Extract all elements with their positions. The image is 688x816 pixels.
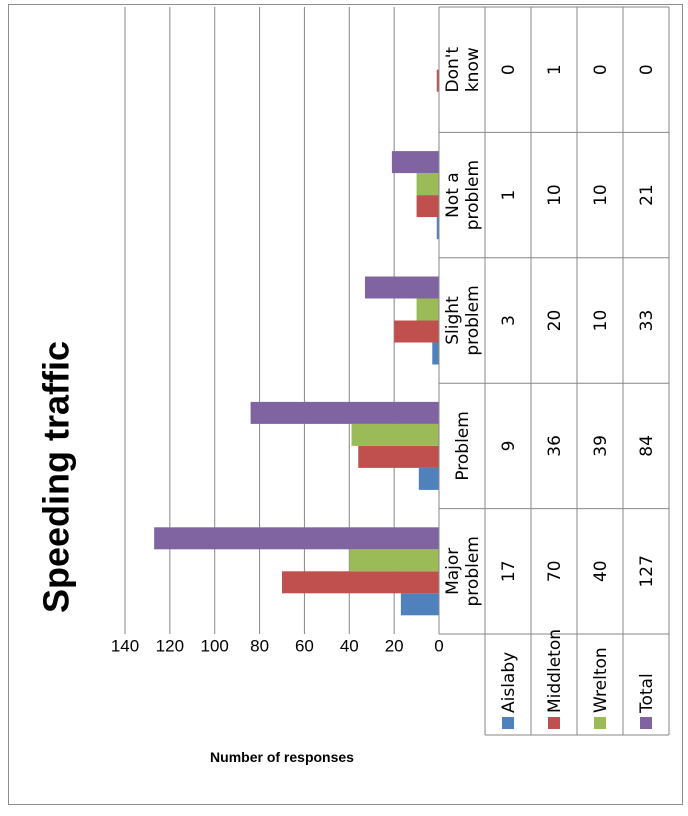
x-tick-label: Majorproblem [443,536,483,606]
bar-aislaby [432,342,439,365]
data-table-value: 1 [545,64,565,75]
x-tick-label-line: problem [463,536,483,606]
y-tick-label: 80 [250,636,269,655]
y-tick-label: 60 [295,636,314,655]
data-table-value: 21 [637,184,657,206]
legend-label: Middleton [545,629,565,713]
data-table-value: 70 [545,560,565,582]
x-tick-label: Problem [453,411,473,481]
bar-wrelton [349,549,439,572]
bar-middleton [416,195,440,218]
x-tick-label-line: Major [443,548,463,595]
x-tick-label: Slightproblem [443,285,483,355]
y-tick-label: 20 [385,636,404,655]
data-table-value: 10 [591,184,611,206]
data-table-value: 10 [545,184,565,206]
bar-total [250,401,439,424]
data-table-value: 0 [637,64,657,75]
legend-swatch-total [640,717,652,729]
bar-middleton [358,445,439,468]
bar-aislaby [436,217,439,240]
bar-wrelton [416,298,440,321]
x-tick-label-line: problem [463,160,483,230]
chart-title: Speeding traffic [36,341,77,613]
bar-aislaby [418,467,440,490]
data-table-value: 20 [545,310,565,332]
x-tick-label-line: Problem [453,411,473,481]
bar-total [154,527,440,550]
data-table-value: 1 [499,190,519,201]
x-tick-label: Not aproblem [443,160,483,230]
chart-frame: Speeding traffic Number of responses 0 20 40… [8,4,683,805]
x-tick-label-line: Not a [443,172,463,218]
legend-swatch-wrelton [594,717,606,729]
legend-label: Aislaby [499,652,519,713]
legend-swatch-middleton [548,717,560,729]
legend-label: Wrelton [591,647,611,713]
y-tick-label: 120 [156,636,184,655]
data-table-value: 0 [591,64,611,75]
data-table-value: 84 [637,435,657,457]
y-tick-label: 0 [434,636,443,655]
data-table-value: 9 [499,440,519,451]
chart-area: Speeding traffic Number of responses 0 20 40… [9,6,688,807]
y-axis-label: Number of responses [210,749,354,765]
legend-swatch-aislaby [502,717,514,729]
legend-label: Total [637,673,657,714]
data-table-value: 127 [637,555,657,587]
bar-middleton [436,69,439,92]
bar-middleton [282,571,439,594]
bar-total [364,276,439,299]
data-table-value: 36 [545,435,565,457]
data-table-value: 39 [591,435,611,457]
y-tick-label: 140 [111,636,139,655]
x-tick-label-line: know [463,47,483,92]
data-table-value: 33 [637,310,657,332]
bar-wrelton [416,173,440,196]
data-table-value: 3 [499,315,519,326]
bar-middleton [394,320,439,343]
data-table-value: 0 [499,64,519,75]
data-table-value: 17 [499,560,519,582]
data-table-value: 10 [591,310,611,332]
bar-wrelton [351,423,439,446]
x-tick-label: Don'tknow [443,47,483,93]
bar-total [391,151,439,174]
data-table-value: 40 [591,560,611,582]
y-tick-label: 40 [340,636,359,655]
x-tick-label-line: Don't [443,47,463,93]
bar-aislaby [400,593,439,616]
speeding-traffic-chart: Speeding traffic Number of responses 0 20 40… [36,6,670,765]
x-tick-label-line: problem [463,285,483,355]
y-tick-label: 100 [201,636,229,655]
x-tick-label-line: Slight [443,296,463,345]
